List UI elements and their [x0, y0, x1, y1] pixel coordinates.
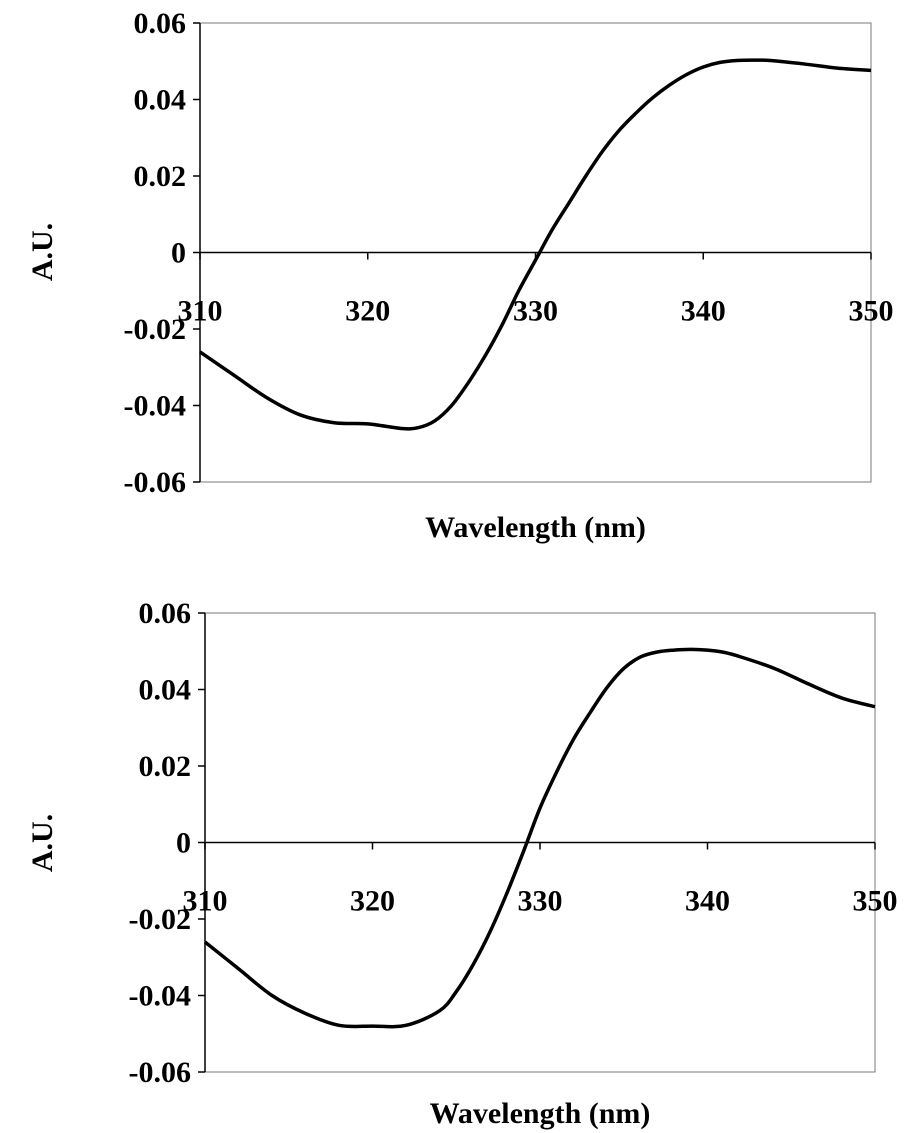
- y-tick-label: 0.06: [139, 597, 192, 630]
- series-layer: [203, 647, 876, 1029]
- x-tick-label: 310: [178, 295, 223, 328]
- x-tick-label: 320: [350, 885, 395, 918]
- y-tick-label: 0: [176, 827, 191, 860]
- y-tick-label: 0.06: [134, 7, 187, 40]
- y-tick-label: 0.04: [139, 674, 192, 707]
- y-tick-label: 0.02: [134, 160, 187, 193]
- x-tick-label: 340: [685, 885, 730, 918]
- y-tick-label: 0: [171, 237, 186, 270]
- y-tick-label: 0.04: [134, 84, 187, 117]
- y-tick-label: 0.02: [139, 750, 192, 783]
- y-axis: 0.06 0.04 0.02 0 -0.02 -0.04 -0.06: [129, 597, 206, 1089]
- x-tick-label: 340: [681, 295, 726, 328]
- x-tick-label: 350: [849, 295, 894, 328]
- x-tick-label: 310: [183, 885, 228, 918]
- series-line: [199, 58, 872, 431]
- y-axis-title: A.U.: [26, 814, 59, 872]
- chart-top: 0.06 0.04 0.02 0 -0.02 -0.04 -0.06 310 320 330 34…: [26, 7, 894, 544]
- series-line: [203, 647, 876, 1029]
- x-tick-label: 330: [518, 885, 563, 918]
- y-tick-label: -0.06: [124, 466, 187, 499]
- y-axis-title: A.U.: [26, 223, 59, 281]
- x-tick-label: 330: [513, 295, 558, 328]
- x-tick-label: 320: [345, 295, 390, 328]
- y-tick-label: -0.02: [129, 903, 192, 936]
- y-tick-label: -0.04: [129, 980, 192, 1013]
- x-tick-label: 350: [853, 885, 898, 918]
- x-axis: 310 320 330 340 350: [178, 251, 894, 328]
- y-axis: 0.06 0.04 0.02 0 -0.02 -0.04 -0.06: [124, 7, 201, 499]
- x-axis-title: Wavelength (nm): [425, 511, 646, 544]
- x-axis-title: Wavelength (nm): [430, 1097, 651, 1130]
- chart-bottom: 0.06 0.04 0.02 0 -0.02 -0.04 -0.06 310 320 330 34…: [26, 597, 898, 1130]
- y-tick-label: -0.04: [124, 390, 187, 423]
- y-tick-label: -0.02: [124, 313, 187, 346]
- y-tick-label: -0.06: [129, 1056, 192, 1089]
- x-axis: 310 320 330 340 350: [183, 841, 898, 918]
- series-layer: [199, 58, 872, 431]
